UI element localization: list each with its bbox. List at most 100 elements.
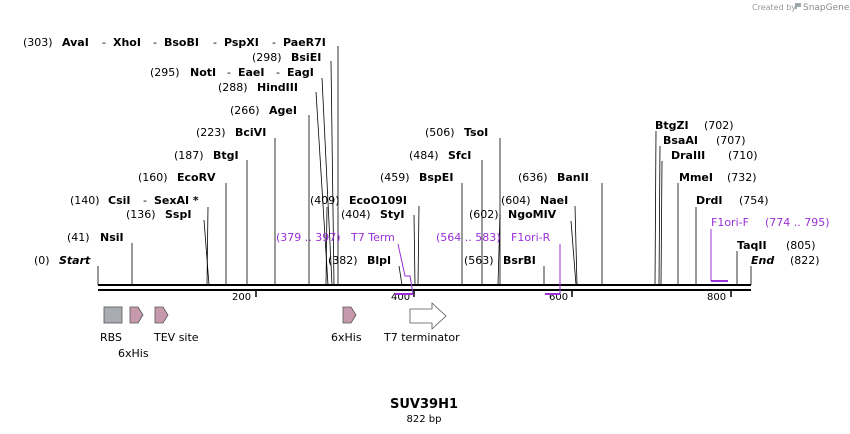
enzyme-labels: (0) Start (41) NsiI (136) SspI (140) Csi… [23,36,820,267]
site-leader-lines [97,46,752,286]
banii-pos: (636) [518,171,548,184]
eaei-label[interactable]: EaeI [238,66,265,79]
blpi-pos: (382) [328,254,358,267]
styi-label[interactable]: StyI [380,208,404,221]
bsrbi-label[interactable]: BsrBI [503,254,536,267]
btgi-label[interactable]: BtgI [213,149,239,162]
ruler-tick-800: 800 [707,292,726,303]
snapgene-logo-icon [795,3,801,9]
csii-pos: (140) [70,194,100,207]
agei-label[interactable]: AgeI [269,104,297,117]
eagi-label[interactable]: EagI [287,66,314,79]
bcivi-label[interactable]: BciVI [235,126,266,139]
bspei-pos: (459) [380,171,410,184]
t7term-label[interactable]: T7 Term [350,231,395,244]
sequence-length: 822 bp [407,414,442,425]
pspxi-sep: - [272,36,276,49]
btgzi-label[interactable]: BtgZI [655,119,689,132]
feature-rbs[interactable]: RBS [100,306,123,344]
primer-f1orif-mark[interactable] [710,229,728,282]
bsiei-label[interactable]: BsiEI [291,51,321,64]
naei-label[interactable]: NaeI [540,194,568,207]
ngomiv-pos: (602) [469,208,499,221]
end-label[interactable]: End [751,254,774,267]
ruler-tick-600: 600 [549,292,568,303]
start-pos: (0) [34,254,50,267]
sfci-label[interactable]: SfcI [448,149,471,162]
draiii-pos: (710) [728,149,758,162]
avai-pos: (303) [23,36,53,49]
f1orir-label[interactable]: F1ori-R [511,231,551,244]
feature-tev[interactable]: TEV site [153,306,199,344]
draiii-label[interactable]: DraIII [671,149,705,162]
f1orif-label[interactable]: F1ori-F [711,216,749,229]
ecorv-pos: (160) [138,171,168,184]
backbone [98,284,751,291]
feature-his1[interactable]: 6xHis [118,306,149,360]
sequence-title: SUV39H1 [390,397,458,412]
bsaai-label[interactable]: BsaAI [663,134,698,147]
sspi-label[interactable]: SspI [165,208,191,221]
btgzi-pos: (702) [704,119,734,132]
feature-rbs-label: RBS [100,331,122,344]
t7term-range: (379 .. 397) [276,231,341,244]
mmei-label[interactable]: MmeI [679,171,713,184]
nsii-pos: (41) [67,231,90,244]
credit-brand: SnapGene [803,3,850,13]
tsoi-pos: (506) [425,126,455,139]
ruler: 200 400 600 800 [232,290,732,303]
f1orif-range: (774 .. 795) [765,216,830,229]
paer7i-label[interactable]: PaeR7I [283,36,326,49]
drdi-label[interactable]: DrdI [696,194,723,207]
feature-tev-label: TEV site [153,331,199,344]
noti-pos: (295) [150,66,180,79]
csii-label[interactable]: CsiI [108,194,130,207]
mmei-pos: (732) [727,171,757,184]
taqii-label[interactable]: TaqII [737,239,767,252]
pspxi-label[interactable]: PspXI [224,36,259,49]
tsoi-label[interactable]: TsoI [464,126,488,139]
naei-pos: (604) [501,194,531,207]
his2-arrow-icon [342,306,357,324]
hindiii-pos: (288) [218,81,248,94]
xhoi-sep: - [153,36,157,49]
primer-f1orir-mark[interactable] [545,244,561,295]
ecoo109i-label[interactable]: EcoO109I [349,194,407,207]
drdi-pos: (754) [739,194,769,207]
bsobi-label[interactable]: BsoBI [164,36,199,49]
agei-pos: (266) [230,104,260,117]
avai-label[interactable]: AvaI [62,36,89,49]
primer-labels: (379 .. 397) T7 Term (564 .. 583) F1ori-… [276,216,830,244]
ecoo109i-pos: (409) [310,194,340,207]
blpi-label[interactable]: BlpI [367,254,391,267]
primer-t7term-mark[interactable] [395,243,414,295]
f1orir-range: (564 .. 583) [436,231,501,244]
end-pos: (822) [790,254,820,267]
noti-label[interactable]: NotI [190,66,216,79]
feature-his2[interactable]: 6xHis [331,306,362,344]
eaei-sep: - [276,66,280,79]
feature-t7-label: T7 terminator [383,331,460,344]
credit-prefix: Created by [752,3,796,12]
btgi-pos: (187) [174,149,204,162]
bsaai-pos: (707) [716,134,746,147]
hindiii-label[interactable]: HindIII [257,81,298,94]
feature-his2-label: 6xHis [331,331,362,344]
ecorv-label[interactable]: EcoRV [177,171,216,184]
sexai-label[interactable]: SexAI * [154,194,199,207]
banii-label[interactable]: BanII [557,171,589,184]
xhoi-label[interactable]: XhoI [113,36,141,49]
bsobi-sep: - [213,36,217,49]
taqii-pos: (805) [786,239,816,252]
styi-pos: (404) [341,208,371,221]
start-label[interactable]: Start [59,254,91,267]
ruler-tick-400: 400 [391,292,410,303]
ngomiv-label[interactable]: NgoMIV [508,208,557,221]
feature-t7-terminator[interactable]: T7 terminator [383,302,460,344]
bspei-label[interactable]: BspEI [419,171,453,184]
nsii-label[interactable]: NsiI [100,231,124,244]
csii-sep: - [143,194,147,207]
terminator-arrow-icon [409,302,447,330]
his1-arrow-icon [129,306,144,324]
